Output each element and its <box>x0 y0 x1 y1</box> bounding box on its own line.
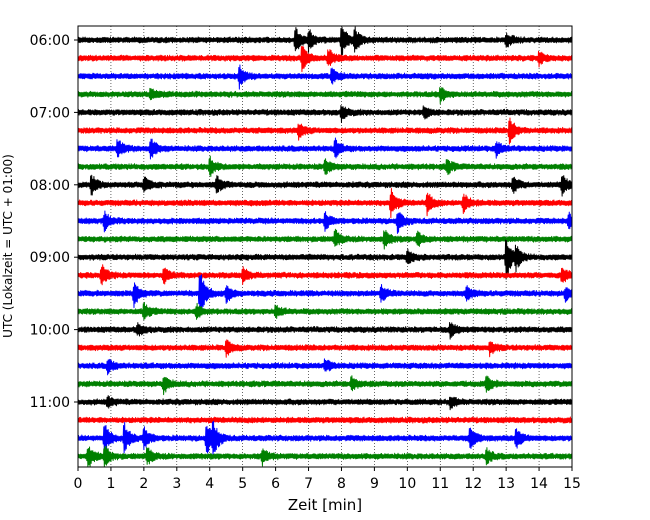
trace-10:00 <box>77 321 573 340</box>
x-axis-label: Zeit [min] <box>288 496 362 514</box>
x-tick-label: 15 <box>563 476 581 492</box>
trace-07:15 <box>77 117 573 145</box>
x-tick-label: 13 <box>497 476 515 492</box>
plot-frame <box>77 25 573 468</box>
trace-06:15 <box>77 46 573 73</box>
trace-08:30 <box>77 210 573 234</box>
x-tick-label: 10 <box>398 476 416 492</box>
trace-07:00 <box>77 104 573 124</box>
x-tick-label: 2 <box>139 476 148 492</box>
x-tick-label: 14 <box>530 476 548 492</box>
x-tick-label: 5 <box>238 476 247 492</box>
trace-11:00 <box>77 395 573 411</box>
x-tick-label: 11 <box>431 476 449 492</box>
x-tick-label: 8 <box>337 476 346 492</box>
y-tick-label: 06:00 <box>30 33 70 49</box>
x-tick-label: 0 <box>74 476 83 492</box>
trace-09:30 <box>77 274 573 312</box>
y-tick-label: 09:00 <box>30 250 70 266</box>
trace-11:45 <box>77 445 573 468</box>
trace-06:45 <box>77 87 573 105</box>
x-tick-label: 7 <box>304 476 313 492</box>
y-tick-label: 08:00 <box>30 178 70 194</box>
trace-08:45 <box>77 228 573 250</box>
y-axis: 06:00 07:00 08:00 09:00 10:00 11:00 <box>30 33 78 411</box>
x-tick-label: 1 <box>106 476 115 492</box>
x-tick-label: 4 <box>205 476 214 492</box>
y-axis-label: UTC (Lokalzeit = UTC + 01:00) <box>1 154 15 338</box>
trace-09:45 <box>77 301 573 321</box>
trace-09:00 <box>77 239 573 280</box>
trace-11:15 <box>77 416 573 424</box>
x-tick-label: 9 <box>370 476 379 492</box>
x-tick-label: 3 <box>172 476 181 492</box>
x-tick-label: 12 <box>464 476 482 492</box>
y-tick-label: 10:00 <box>30 323 70 339</box>
trace-06:30 <box>77 64 573 90</box>
trace-10:30 <box>77 358 573 376</box>
trace-10:45 <box>77 375 573 396</box>
trace-07:30 <box>77 137 573 160</box>
trace-08:15 <box>77 187 573 219</box>
x-tick-label: 6 <box>271 476 280 492</box>
trace-layer <box>77 26 573 468</box>
trace-11:30 <box>77 420 573 459</box>
x-axis: 0 1 2 3 4 5 6 7 8 9 10 11 12 13 14 15 <box>74 467 581 492</box>
y-tick-label: 07:00 <box>30 105 70 121</box>
trace-08:00 <box>77 174 573 197</box>
y-tick-label: 11:00 <box>30 395 70 411</box>
trace-06:00 <box>77 26 573 56</box>
trace-09:15 <box>77 264 573 286</box>
trace-07:45 <box>77 155 573 177</box>
trace-10:15 <box>77 339 573 358</box>
